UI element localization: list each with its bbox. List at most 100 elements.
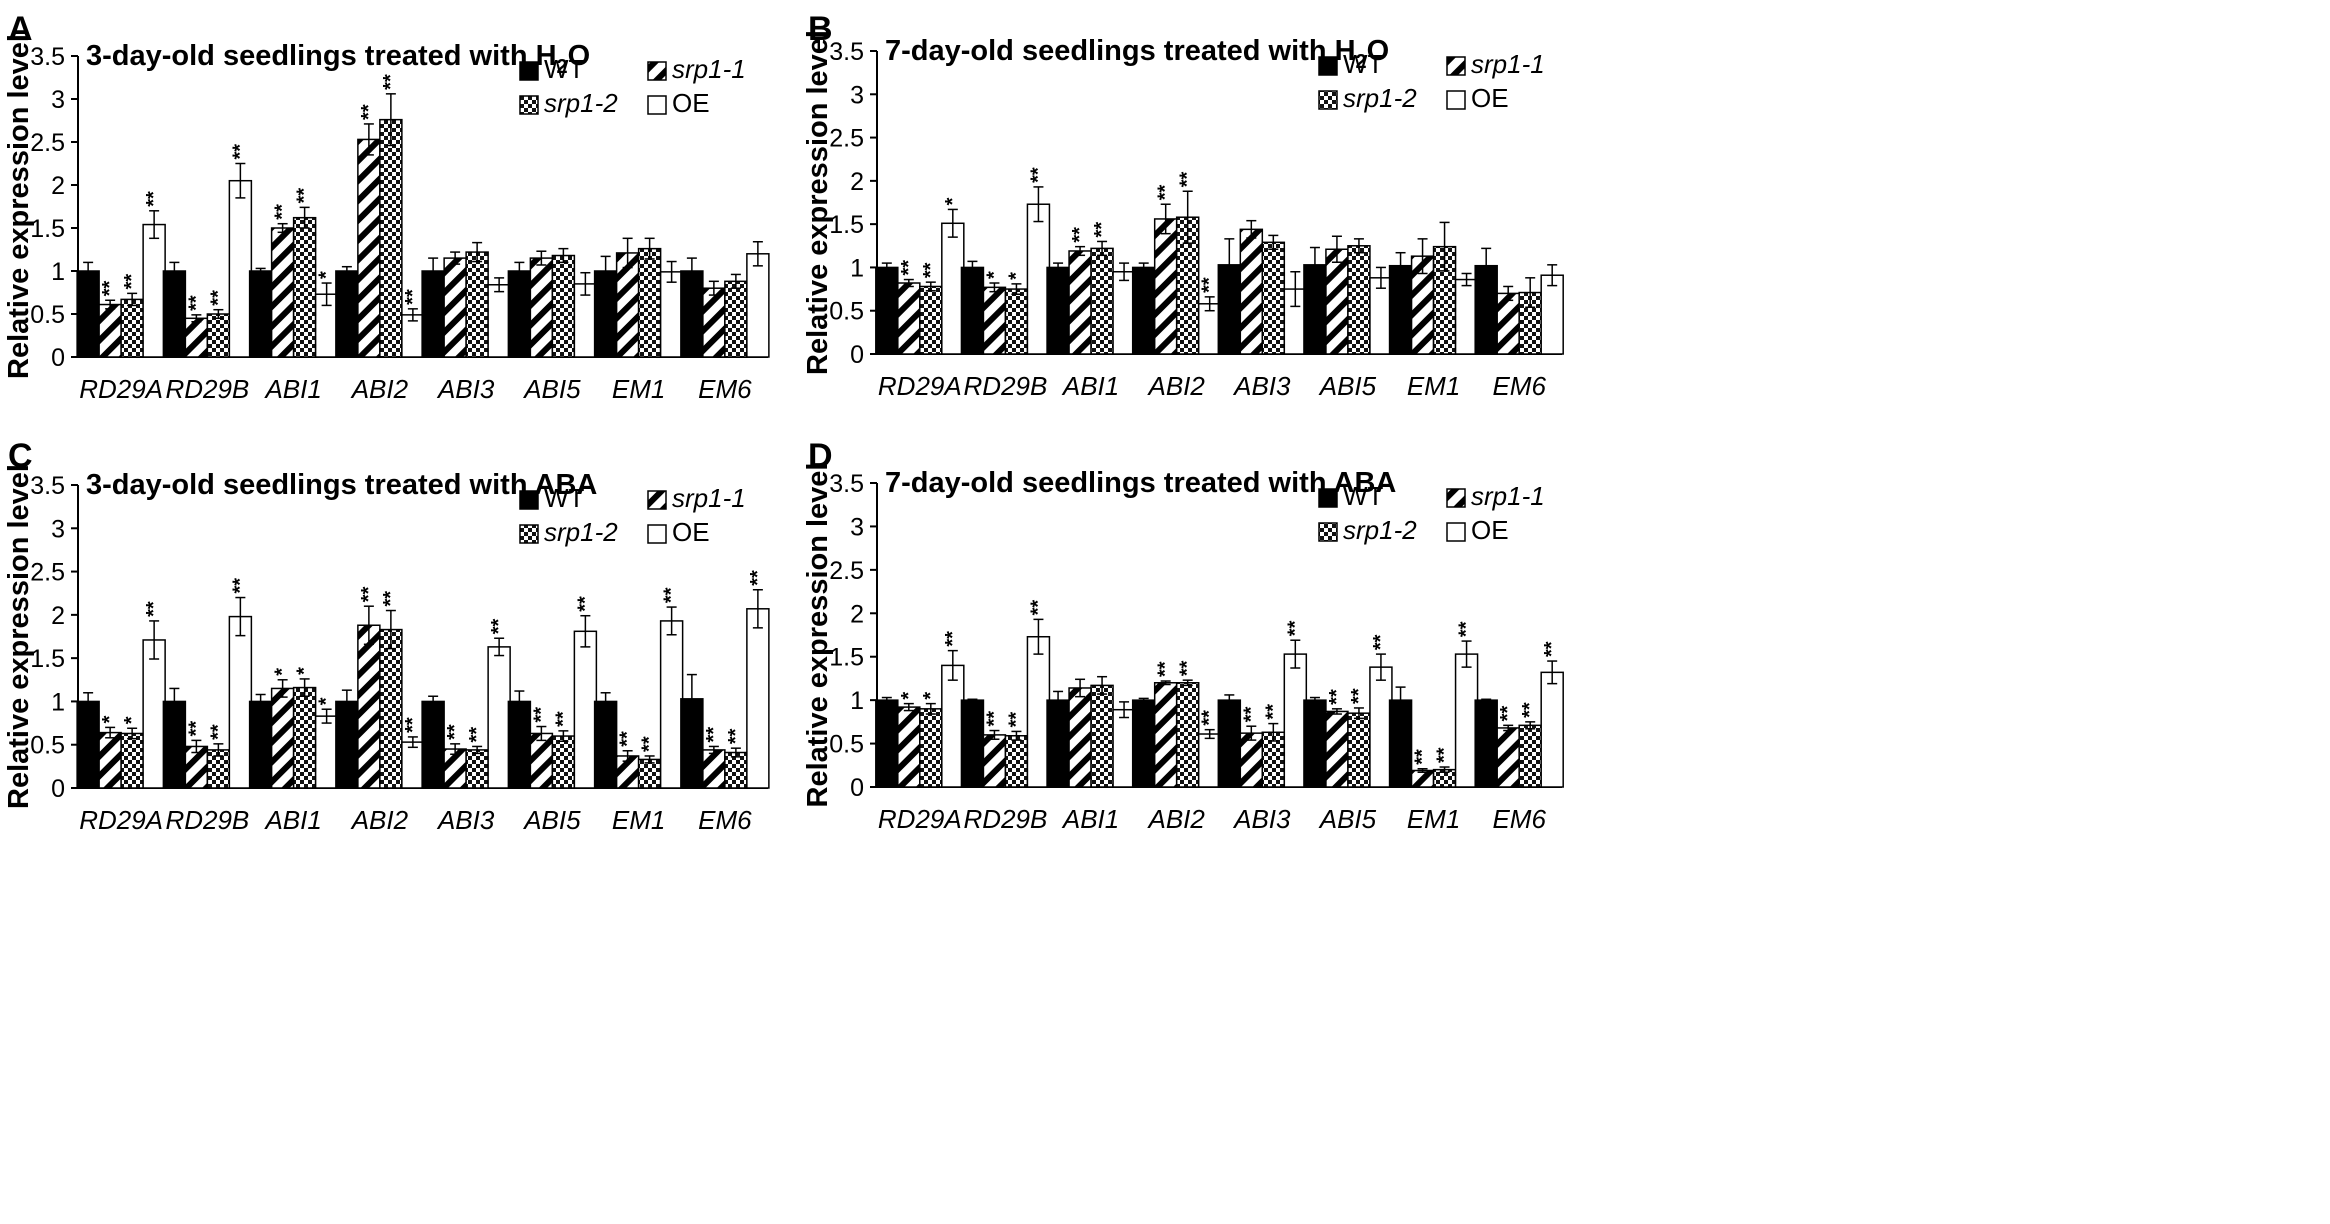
y-tick-label: 3.5: [829, 470, 864, 498]
significance-mark: **: [1262, 704, 1284, 720]
y-tick-label: 2: [51, 602, 65, 630]
x-tick-label: ABI5: [522, 805, 581, 835]
legend-swatch-open: [1446, 522, 1466, 542]
panel-letter: B: [808, 10, 833, 48]
y-tick-label: 0: [850, 341, 864, 369]
bar-wt: [1046, 266, 1070, 355]
x-tick-label: RD29B: [964, 371, 1048, 401]
bar-srp1-2: [120, 732, 144, 789]
significance-mark: **: [229, 144, 251, 160]
legend: WT srp1-1 srp1-2 OE: [519, 54, 746, 118]
x-tick-label: EM6: [1492, 371, 1546, 401]
legend-label: srp1-1: [672, 483, 746, 513]
x-tick-label: ABI5: [1318, 371, 1377, 401]
category-group: ** ****RD29B: [960, 600, 1051, 834]
bar-srp1-2: [919, 708, 943, 788]
significance-mark: **: [1456, 621, 1478, 637]
bar-oe: [1112, 708, 1136, 788]
category-group: ** ****EM1: [1388, 621, 1479, 834]
bar-oe: [228, 615, 253, 789]
bar-srp1-2: [206, 313, 231, 358]
category-group: ABI1: [1046, 675, 1136, 834]
y-tick-label: 3.5: [30, 43, 65, 71]
significance-mark: **: [402, 717, 424, 733]
significance-mark: *: [1005, 272, 1027, 280]
significance-mark: **: [488, 618, 510, 634]
category-group: ******ABI2: [1131, 660, 1222, 834]
y-tick-label: 1: [850, 687, 864, 715]
bar-srp1-1: [1496, 292, 1520, 355]
bar-srp1-2: [551, 254, 576, 358]
bar-srp1-2: [292, 686, 317, 789]
significance-mark: **: [207, 724, 229, 740]
significance-mark: **: [185, 721, 207, 737]
x-tick-label: EM1: [612, 805, 665, 835]
y-tick-label: 2: [51, 172, 65, 200]
bar-wt: [162, 270, 187, 358]
bar-srp1-2: [1004, 288, 1029, 355]
y-tick-label: 3: [51, 515, 65, 543]
bar-srp1-2: [1004, 735, 1029, 788]
bar-wt: [1131, 266, 1156, 355]
y-tick-label: 2.5: [829, 557, 864, 585]
panel-letter: D: [808, 437, 833, 475]
significance-mark: **: [920, 262, 942, 278]
significance-mark: **: [661, 587, 683, 603]
bar-srp1-2: [465, 749, 489, 789]
bar-srp1-1: [184, 317, 209, 358]
bar-srp1-2: [1518, 724, 1542, 788]
legend-label: srp1-2: [544, 517, 618, 547]
y-axis-label: Relative expression level: [802, 463, 834, 808]
y-tick-label: 2: [850, 168, 864, 196]
significance-mark: **: [1497, 706, 1519, 722]
significance-mark: **: [229, 578, 251, 594]
bar-srp1-2: [551, 735, 576, 789]
bar-wt: [76, 270, 100, 358]
category-group: ** ***RD29A: [875, 197, 965, 401]
x-tick-label: ABI1: [1061, 804, 1119, 834]
bar-srp1-1: [270, 227, 295, 358]
bar-srp1-2: [1347, 245, 1371, 355]
significance-mark: *: [898, 692, 920, 700]
y-tick-label: 1.5: [829, 644, 864, 672]
bar-srp1-1: [1239, 228, 1264, 355]
significance-mark: **: [1434, 747, 1456, 763]
x-tick-label: EM1: [612, 374, 665, 404]
bar-srp1-1: [702, 287, 726, 358]
bar-oe: [1369, 666, 1393, 788]
category-group: EM1: [1388, 221, 1479, 401]
bar-srp1-1: [897, 282, 921, 355]
x-tick-label: ABI2: [350, 805, 409, 835]
bar-srp1-1: [357, 624, 381, 789]
x-tick-label: EM6: [698, 374, 752, 404]
bar-oe: [142, 639, 166, 789]
significance-mark: *: [316, 271, 338, 279]
y-tick-label: 2.5: [30, 559, 65, 587]
bar-srp1-2: [465, 251, 489, 358]
category-group: ** ****EM6: [1474, 641, 1564, 834]
bar-srp1-2: [1090, 247, 1114, 355]
legend-label: OE: [1471, 515, 1509, 545]
x-tick-label: RD29A: [878, 804, 962, 834]
significance-mark: **: [1348, 688, 1370, 704]
significance-mark: **: [466, 727, 488, 743]
legend-swatch-solid: [519, 490, 539, 510]
y-tick-label: 1.5: [30, 215, 65, 243]
x-tick-label: ABI3: [436, 805, 495, 835]
bar-srp1-1: [443, 257, 467, 358]
category-group: * ***RD29A: [76, 601, 166, 835]
panel-letter: A: [8, 10, 33, 48]
y-tick-label: 0.5: [30, 301, 65, 329]
significance-mark: *: [121, 716, 143, 724]
significance-mark: **: [639, 736, 661, 752]
bar-wt: [960, 266, 985, 355]
chart-title: 7-day-old seedlings treated with ABA: [885, 467, 1396, 499]
legend-swatch-check: [519, 524, 539, 544]
significance-mark: **: [1027, 167, 1049, 183]
x-tick-label: ABI3: [1232, 371, 1291, 401]
bar-oe: [487, 284, 511, 358]
legend-label: srp1-1: [1471, 49, 1545, 79]
significance-mark: **: [1370, 634, 1392, 650]
